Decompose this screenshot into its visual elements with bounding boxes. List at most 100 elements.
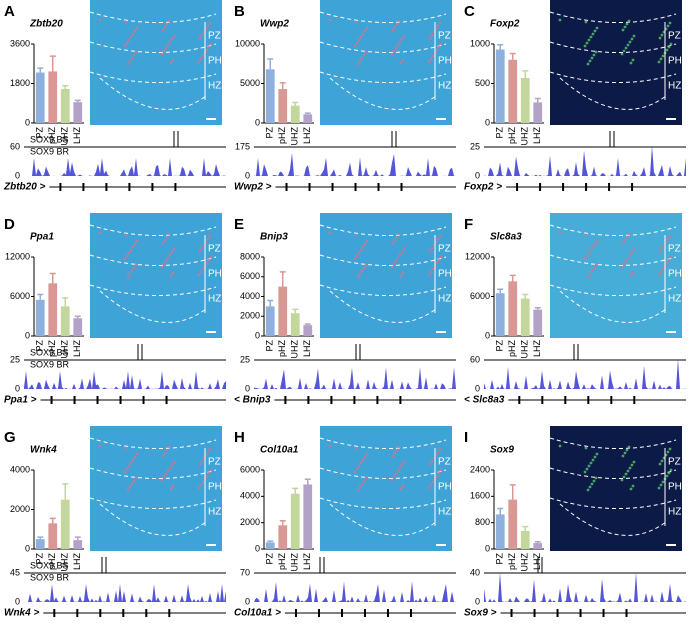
x-tick-label: LHZ	[532, 340, 542, 358]
stain	[130, 56, 134, 60]
zone-label: HZ	[668, 507, 681, 518]
stain	[625, 235, 629, 239]
stain	[163, 25, 167, 29]
stain	[98, 231, 102, 235]
micrograph	[320, 0, 452, 125]
error-bar	[267, 299, 274, 307]
zone-label: PHZ	[668, 482, 688, 493]
stain	[358, 485, 362, 489]
x-tick-label: UHZ	[520, 553, 530, 572]
bar	[265, 69, 275, 123]
stain	[354, 233, 358, 237]
zone-label: PZ	[208, 31, 221, 42]
stain	[669, 468, 673, 472]
stain	[587, 464, 591, 468]
stain	[667, 45, 671, 49]
zone-boundary	[319, 41, 447, 53]
stain	[207, 45, 211, 49]
stain	[355, 41, 359, 45]
bar	[495, 514, 505, 549]
stain	[591, 32, 595, 36]
stain	[161, 241, 165, 245]
track-label: SOX9 BR	[30, 146, 70, 156]
coverage	[254, 581, 456, 602]
exon	[340, 609, 343, 617]
exon	[128, 183, 131, 191]
exon	[516, 183, 519, 191]
stain	[589, 35, 593, 39]
zone-label: PZ	[438, 31, 451, 42]
stain	[623, 451, 627, 455]
exon	[53, 609, 56, 617]
stain	[328, 18, 332, 22]
stain	[558, 231, 562, 235]
stain	[621, 454, 625, 458]
stain	[128, 485, 132, 489]
exon	[96, 396, 99, 404]
x-tick-label: UHZ	[60, 340, 70, 359]
gene-label: Wwp2 >	[234, 182, 272, 193]
zone-boundary	[89, 11, 217, 23]
y-tick-label: 5000	[240, 78, 260, 88]
gene-title: Zbtb20	[29, 19, 63, 30]
stain	[623, 25, 627, 29]
stain	[436, 237, 440, 241]
coverage	[484, 572, 686, 602]
x-tick-label: UHZ	[520, 340, 530, 359]
stain	[591, 458, 595, 462]
stain	[200, 33, 204, 37]
stain	[428, 249, 432, 253]
track-min: 0	[15, 383, 20, 393]
error-bar	[62, 297, 69, 307]
stain	[170, 250, 174, 254]
error-bar	[292, 487, 299, 494]
stain	[595, 26, 599, 30]
bar	[265, 306, 275, 336]
stain	[127, 251, 131, 255]
x-tick-label: LHZ	[302, 553, 312, 571]
stain	[397, 232, 401, 236]
stain	[659, 483, 663, 487]
zone-boundary	[89, 224, 217, 236]
stain	[209, 468, 213, 472]
stain	[360, 56, 364, 60]
zone-boundary	[549, 41, 677, 53]
x-tick-label: PZ	[495, 340, 505, 352]
stain	[626, 43, 630, 47]
y-tick-label: 2000	[10, 504, 30, 514]
stain	[197, 60, 201, 64]
stain	[430, 459, 434, 463]
stain	[666, 237, 670, 241]
exon	[579, 609, 582, 617]
exon	[354, 183, 357, 191]
zone-label: PHZ	[668, 56, 688, 67]
stain	[198, 249, 202, 253]
x-tick-label: PZ	[495, 553, 505, 565]
track-max: 25	[10, 354, 20, 364]
stain	[125, 254, 129, 258]
error-bar	[292, 308, 299, 314]
stain	[132, 53, 136, 57]
stain	[132, 479, 136, 483]
stain	[98, 18, 102, 22]
stain	[395, 235, 399, 239]
y-tick-label: 6000	[10, 291, 30, 301]
bar	[508, 499, 518, 549]
x-tick-label: LHZ	[72, 127, 82, 145]
stain	[133, 242, 137, 246]
zone-label: PHZ	[208, 56, 228, 67]
stain	[399, 61, 403, 65]
stain	[427, 60, 431, 64]
exon	[510, 609, 513, 617]
stain	[394, 259, 398, 263]
zone-label: HZ	[668, 294, 681, 305]
exon	[376, 396, 379, 404]
zone-boundary	[329, 503, 437, 536]
error-bar	[497, 44, 504, 50]
stain	[162, 49, 166, 53]
stain	[134, 263, 138, 267]
stain	[362, 53, 366, 57]
stain	[595, 239, 599, 243]
stain	[669, 255, 673, 259]
zone-boundary	[319, 284, 447, 296]
